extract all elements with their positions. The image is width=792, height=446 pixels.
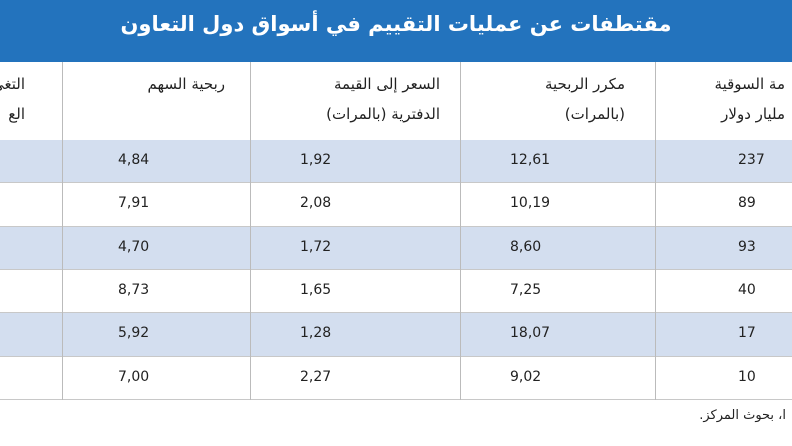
table-cell: 8,60 [510, 239, 542, 255]
header-cell: (بالمرات) [564, 105, 625, 123]
header-cell: السعر إلى القيمة [334, 75, 440, 93]
table-cell: 8,73 [118, 282, 150, 298]
table-cell: 9,02 [510, 369, 542, 385]
table-cell: 1,28 [300, 325, 332, 341]
table-cell: 17 [738, 325, 756, 341]
table-cell: 18,07 [510, 325, 551, 341]
table-cell: 4,84 [118, 152, 150, 168]
table-cell: 2,08 [300, 195, 332, 211]
source-note: ا، بحوث المركز. [699, 408, 786, 423]
table-cell: 4,70 [118, 239, 150, 255]
table-cell: 93 [738, 239, 756, 255]
header-cell: مليار دولار [721, 105, 785, 123]
table-cell: 5,92 [118, 325, 150, 341]
table-row: 237 12,61 1,92 4,84 [0, 140, 792, 183]
header-cell: الع [8, 105, 25, 123]
column-divider [460, 62, 461, 400]
table-row: 10 9,02 2,27 7,00 [0, 357, 792, 400]
header-cell: الدفترية (بالمرات) [326, 105, 440, 123]
column-divider [250, 62, 251, 400]
table-cell: 1,92 [300, 152, 332, 168]
column-divider [62, 62, 63, 400]
table-cell: 7,91 [118, 195, 150, 211]
table-cell: 10,19 [510, 195, 551, 211]
column-divider [655, 62, 656, 400]
table-cell: 2,27 [300, 369, 332, 385]
header-cell: مكرر الربحية [544, 75, 625, 93]
header-cell: ربحية السهم [147, 75, 225, 93]
table-cell: 12,61 [510, 152, 551, 168]
table-row: 89 10,19 2,08 7,91 [0, 183, 792, 227]
table-cell: 7,25 [510, 282, 542, 298]
table-row: 40 7,25 1,65 8,73 [0, 270, 792, 313]
table-row: 93 8,60 1,72 4,70 [0, 227, 792, 270]
header-cell: التغي [0, 75, 25, 93]
table-cell: 10 [738, 369, 756, 385]
table-cell: 237 [738, 152, 765, 168]
title-bar: مقتطفات عن عمليات التقييم في أسواق دول ا… [0, 0, 792, 62]
table-cell: 7,00 [118, 369, 150, 385]
table-cell: 89 [738, 195, 756, 211]
table-cell: 1,65 [300, 282, 332, 298]
header-cell: مة السوقية [714, 75, 785, 93]
table-cell: 40 [738, 282, 756, 298]
table-cell: 1,72 [300, 239, 332, 255]
table-row: 17 18,07 1,28 5,92 [0, 313, 792, 357]
